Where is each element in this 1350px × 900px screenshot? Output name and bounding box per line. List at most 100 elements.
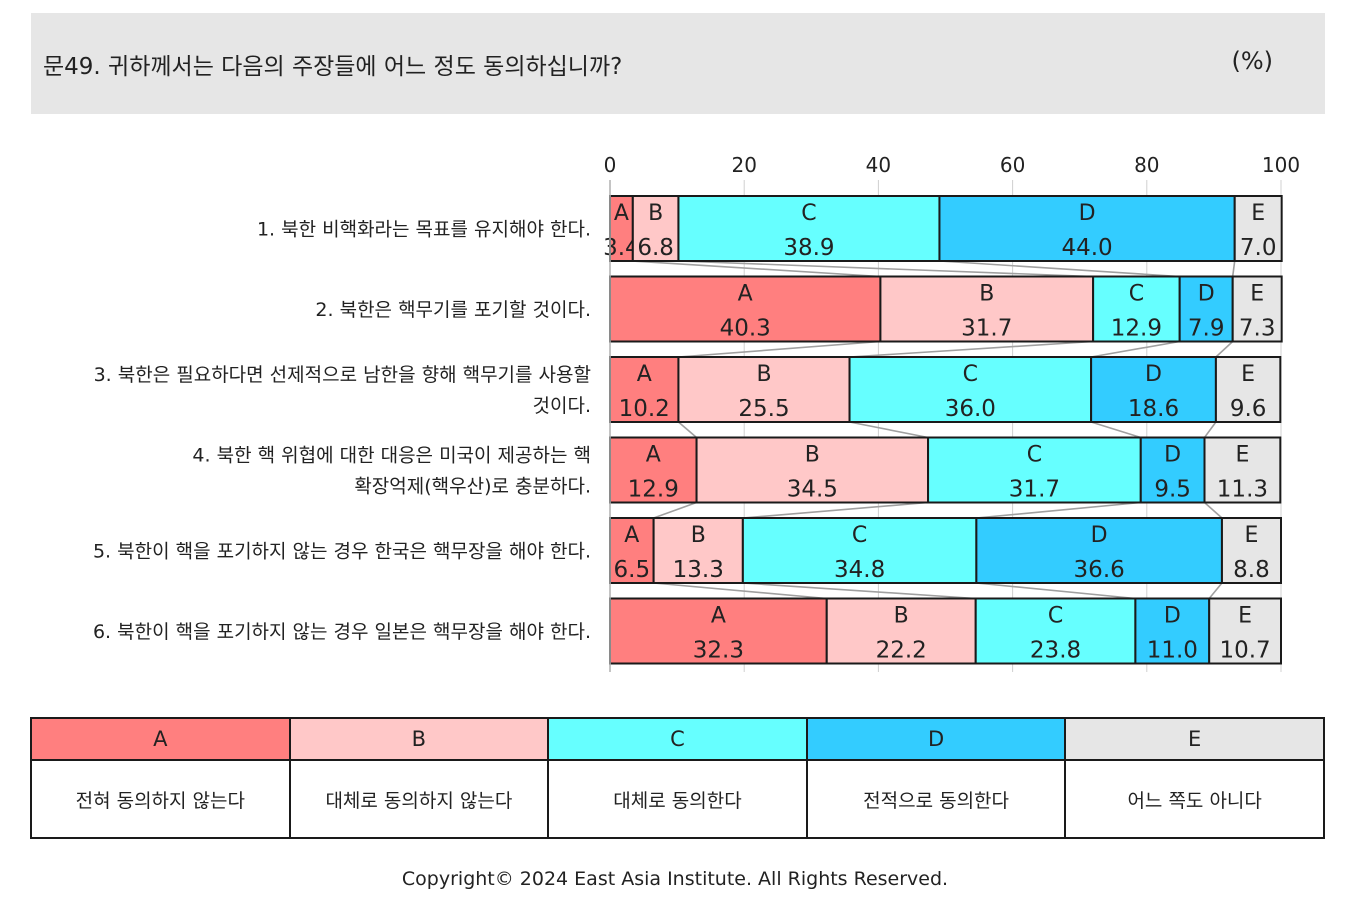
segment-series-label: D xyxy=(1198,282,1215,307)
category-label: 5. 북한이 핵을 포기하지 않는 경우 한국은 핵무장을 해야 한다. xyxy=(93,541,591,563)
series-connector-line xyxy=(653,582,827,600)
data-label: 10.2 xyxy=(619,396,670,422)
legend-label-e: 어느 쪽도 아니다 xyxy=(1064,759,1325,839)
data-label: 22.2 xyxy=(876,638,927,664)
bar-segment-d xyxy=(975,517,1223,584)
data-label: 40.3 xyxy=(720,316,771,342)
category-label: 1. 북한 비핵화라는 목표를 유지해야 한다. xyxy=(257,219,591,241)
x-tick-label: 20 xyxy=(731,153,756,177)
data-label: 11.3 xyxy=(1217,477,1268,503)
data-label: 31.7 xyxy=(1009,477,1060,503)
data-label: 6.8 xyxy=(637,235,674,261)
bar-segment-e xyxy=(1214,356,1282,423)
data-label: 31.7 xyxy=(961,316,1012,342)
category-label: 2. 북한은 핵무기를 포기할 것이다. xyxy=(315,299,591,321)
bar-segment-d xyxy=(938,195,1236,262)
data-label: 38.9 xyxy=(783,235,834,261)
chart-title: 문49. 귀하께서는 다음의 주장들에 어느 정도 동의하십니까? xyxy=(43,54,623,80)
series-connector-line xyxy=(742,582,976,600)
copyright-footer: Copyright© 2024 East Asia Institute. All… xyxy=(401,868,949,890)
series-connector-line xyxy=(976,582,1136,600)
series-connector-line xyxy=(1215,340,1234,358)
series-connector-line xyxy=(976,501,1141,519)
data-label: 7.9 xyxy=(1188,316,1225,342)
x-tick-label: 80 xyxy=(1134,153,1159,177)
data-label: 7.3 xyxy=(1239,316,1276,342)
segment-series-label: D xyxy=(1145,362,1162,387)
bar-segment-b xyxy=(631,195,680,262)
series-connector-line xyxy=(939,260,1180,278)
bar-segment-d xyxy=(1090,356,1217,423)
segment-series-label: C xyxy=(801,201,816,226)
segment-series-label: B xyxy=(691,523,706,548)
category-label: 6. 북한이 핵을 포기하지 않는 경우 일본은 핵무장을 해야 한다. xyxy=(93,621,591,643)
segment-series-label: A xyxy=(624,523,639,548)
data-label: 25.5 xyxy=(738,396,789,422)
data-label: 44.0 xyxy=(1061,235,1112,261)
data-label: 12.9 xyxy=(1111,316,1162,342)
bar-segment-a xyxy=(609,275,882,343)
legend-code-a: A xyxy=(30,717,291,761)
series-connector-line xyxy=(1208,582,1223,600)
legend-code-row: A B C D E xyxy=(30,717,1325,761)
segment-series-label: C xyxy=(1129,282,1144,307)
legend-code-d: D xyxy=(805,717,1067,761)
x-tick-label: 40 xyxy=(866,153,891,177)
bar-segment-c xyxy=(974,597,1137,665)
x-tick-label: 100 xyxy=(1262,153,1300,177)
segment-series-label: C xyxy=(963,362,978,387)
segment-series-label: D xyxy=(1164,604,1181,629)
category-label: 확장억제(핵우산)로 충분하다. xyxy=(354,476,591,498)
bar-segment-c xyxy=(1092,275,1181,343)
data-label: 12.9 xyxy=(628,477,679,503)
segment-series-label: B xyxy=(648,201,663,226)
data-label: 34.8 xyxy=(834,557,885,583)
legend-label-a: 전혀 동의하지 않는다 xyxy=(30,759,291,839)
bar-segment-d xyxy=(1139,436,1206,504)
segment-series-label: E xyxy=(1241,362,1255,387)
data-label: 36.0 xyxy=(945,396,996,422)
legend-code-e: E xyxy=(1064,717,1325,761)
bar-segment-b xyxy=(695,436,930,504)
series-connector-line xyxy=(849,340,1094,358)
bar-segment-a xyxy=(609,517,655,584)
data-label: 11.0 xyxy=(1147,638,1198,664)
legend-table: A B C D E 전혀 동의하지 않는다 대체로 동의하지 않는다 대체로 동… xyxy=(30,717,1325,839)
legend-label-d: 전적으로 동의한다 xyxy=(805,759,1067,839)
data-label: 9.5 xyxy=(1154,477,1191,503)
data-label: 32.3 xyxy=(693,638,744,664)
segment-series-label: D xyxy=(1164,443,1181,468)
series-connector-line xyxy=(1203,501,1223,519)
series-connector-line xyxy=(742,501,929,519)
data-label: 18.6 xyxy=(1128,396,1179,422)
segment-series-label: E xyxy=(1238,604,1252,629)
title-banner: 문49. 귀하께서는 다음의 주장들에 어느 정도 동의하십니까? (%) xyxy=(31,13,1325,114)
data-label: 13.3 xyxy=(673,557,724,583)
legend-label-row: 전혀 동의하지 않는다 대체로 동의하지 않는다 대체로 동의한다 전적으로 동… xyxy=(30,759,1325,839)
legend-label-c: 대체로 동의한다 xyxy=(547,759,808,839)
segment-series-label: B xyxy=(805,443,820,468)
data-label: 23.8 xyxy=(1030,638,1081,664)
series-connector-line xyxy=(1231,260,1236,277)
segment-series-label: E xyxy=(1245,523,1259,548)
x-tick-label: 60 xyxy=(1000,153,1025,177)
legend-code-c: C xyxy=(547,717,808,761)
series-connector-line xyxy=(1203,421,1217,438)
data-label: 7.0 xyxy=(1240,235,1277,261)
x-tick-label: 0 xyxy=(604,153,617,177)
data-label: 10.7 xyxy=(1219,638,1270,664)
series-connector-line xyxy=(678,260,1094,278)
segment-series-label: A xyxy=(614,201,629,226)
bar-segment-c xyxy=(677,195,941,262)
segment-series-label: D xyxy=(1079,201,1096,226)
segment-series-label: B xyxy=(979,282,994,307)
segment-series-label: E xyxy=(1250,282,1264,307)
bar-segment-e xyxy=(1203,436,1282,504)
data-label: 6.5 xyxy=(614,557,651,583)
series-connector-line xyxy=(678,340,881,358)
segment-series-label: A xyxy=(711,604,726,629)
series-connector-line xyxy=(677,421,698,439)
series-connector-line xyxy=(1090,340,1180,358)
unit-label: (%) xyxy=(1231,47,1273,75)
segment-series-label: E xyxy=(1235,443,1249,468)
